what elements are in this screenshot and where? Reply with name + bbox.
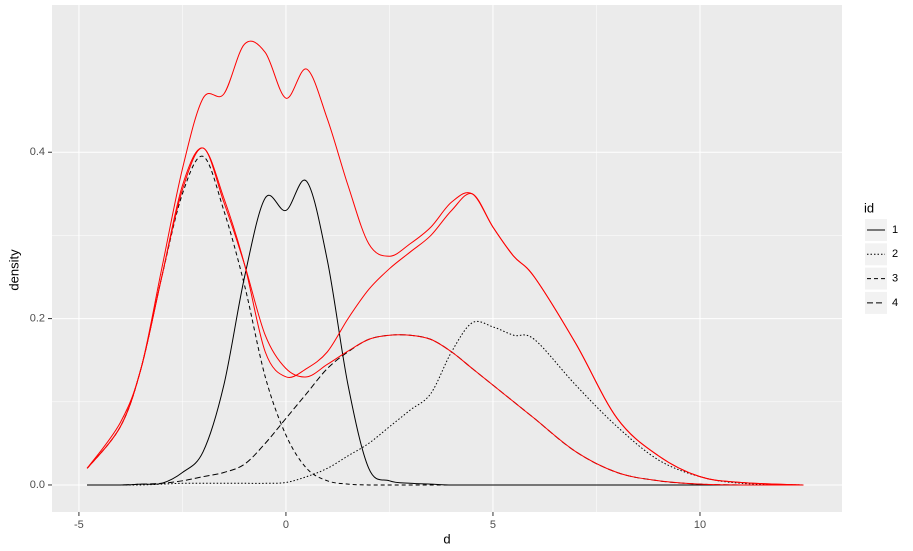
x-tick-label: -5: [74, 519, 84, 531]
x-axis-title: d: [443, 531, 450, 546]
density-line: [86, 147, 804, 486]
y-tick-label: 0.2: [30, 313, 45, 325]
legend-label: 2: [892, 248, 898, 260]
legend-label: 4: [892, 297, 898, 309]
density-line: [86, 147, 804, 486]
legend-label: 1: [892, 224, 898, 236]
density-line: [86, 155, 804, 486]
x-tick-label: 5: [490, 519, 496, 531]
legend-title: id: [864, 200, 874, 215]
x-tick-label: 10: [694, 519, 706, 531]
legend-label: 3: [892, 273, 898, 285]
y-tick-label: 0.0: [30, 479, 45, 491]
y-tick-label: 0.4: [30, 146, 45, 158]
y-axis-title: density: [6, 249, 21, 291]
density-line: [87, 320, 804, 486]
legend-key: [865, 243, 887, 266]
x-tick-label: 0: [283, 519, 289, 531]
panel: [52, 5, 842, 512]
